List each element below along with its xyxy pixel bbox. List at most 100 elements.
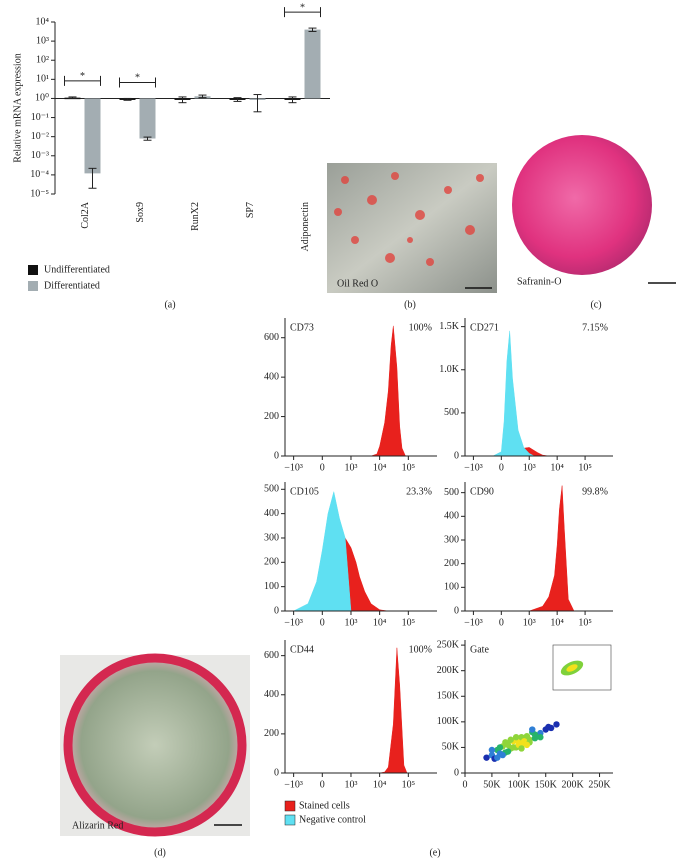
image-oil-red-o <box>327 163 497 293</box>
y-tick-label: 600 <box>264 332 279 343</box>
histogram-title: CD90 <box>470 486 494 497</box>
y-tick-label: 100K <box>437 716 460 727</box>
scatter-point <box>545 723 552 731</box>
scatter-point <box>510 744 517 751</box>
x-tick-label: 10³ <box>344 462 357 473</box>
scatter-point <box>518 745 525 752</box>
x-tick-label: 10⁵ <box>578 617 592 628</box>
x-tick-label: SP7 <box>245 202 256 218</box>
panel-label: (e) <box>429 847 440 858</box>
x-tick-label: Sox9 <box>135 202 146 223</box>
x-tick-label: 10⁵ <box>402 617 416 628</box>
scatter-point <box>523 741 531 749</box>
x-tick-label: 0 <box>499 462 504 473</box>
y-tick-label: 200 <box>264 557 279 568</box>
y-tick-label: 300 <box>264 532 279 543</box>
y-axis-label: Relative mRNA expression <box>12 53 23 162</box>
image-label: Oil Red O <box>337 278 378 289</box>
y-tick-label: 400 <box>264 689 279 700</box>
x-tick-label: 10⁴ <box>373 617 387 628</box>
y-tick-label: 100 <box>264 581 279 592</box>
histogram-title: CD73 <box>290 322 314 333</box>
x-tick-label: −10³ <box>464 462 483 473</box>
x-tick-label: 10³ <box>523 617 536 628</box>
y-tick-label: 10⁴ <box>36 16 50 27</box>
panel-label: (d) <box>154 847 166 858</box>
x-tick-label: 150K <box>535 779 558 790</box>
error-bar <box>88 167 97 189</box>
y-tick-label: 0 <box>454 605 459 616</box>
x-tick-label: 0 <box>320 462 325 473</box>
y-tick-label: 400 <box>444 511 459 522</box>
scatter-point <box>483 754 490 761</box>
significance-bracket <box>284 7 321 18</box>
scatter-point <box>529 726 536 733</box>
y-tick-label: 10¹ <box>36 74 49 85</box>
y-tick-label: 200 <box>444 558 459 569</box>
x-tick-label: 10³ <box>344 617 357 628</box>
error-bar <box>233 97 242 102</box>
y-tick-label: 10³ <box>36 35 49 46</box>
scatter-point <box>488 746 496 754</box>
significance-label: * <box>300 2 305 13</box>
x-tick-label: 10⁵ <box>402 779 416 790</box>
x-tick-label: 10⁵ <box>578 462 592 473</box>
y-tick-label: 250K <box>437 639 460 650</box>
y-tick-label: 1.0K <box>439 364 460 375</box>
x-tick-label: RunX2 <box>190 202 201 231</box>
error-bar <box>123 97 132 101</box>
histogram-area <box>293 491 352 612</box>
x-tick-label: Adiponectin <box>300 202 311 251</box>
x-tick-label: 10⁴ <box>373 462 387 473</box>
bar <box>84 98 101 174</box>
bar <box>304 29 321 99</box>
scatter-point <box>494 754 501 761</box>
error-bar <box>178 96 187 104</box>
scatter-point <box>531 731 539 738</box>
scatter-point <box>537 733 544 741</box>
y-tick-label: 500 <box>444 487 459 498</box>
bar <box>139 98 156 139</box>
x-tick-label: 200K <box>562 779 585 790</box>
scatter-point <box>504 748 512 755</box>
x-tick-label: −10³ <box>284 462 303 473</box>
x-tick-label: 10³ <box>344 779 357 790</box>
scatter-point <box>553 721 560 728</box>
scatter-point <box>507 736 514 743</box>
y-tick-label: 200K <box>437 665 460 676</box>
y-tick-label: 500 <box>444 407 459 418</box>
legend-label: Undifferentiated <box>44 264 110 275</box>
error-bar <box>288 96 297 104</box>
scatter-point <box>499 751 506 759</box>
histogram-title: CD105 <box>290 486 319 497</box>
y-tick-label: 400 <box>264 371 279 382</box>
x-tick-label: −10³ <box>464 617 483 628</box>
error-bar <box>308 27 317 32</box>
x-tick-label: −10³ <box>284 617 303 628</box>
x-tick-label: 0 <box>499 617 504 628</box>
y-tick-label: 100 <box>444 582 459 593</box>
error-bar <box>198 94 207 99</box>
y-tick-label: 150K <box>437 691 460 702</box>
x-tick-label: 10³ <box>523 462 536 473</box>
y-tick-label: 200 <box>264 728 279 739</box>
histogram-area <box>379 647 408 774</box>
significance-bracket <box>64 75 101 86</box>
gate-title: Gate <box>470 644 489 655</box>
scatter-point <box>496 744 504 751</box>
x-tick-label: 0 <box>463 779 468 790</box>
significance-bracket <box>119 77 156 88</box>
histogram-area <box>492 330 535 457</box>
y-tick-label: 10⁻⁵ <box>30 188 49 199</box>
x-tick-label: 10⁴ <box>550 462 564 473</box>
y-tick-label: 1.5K <box>439 321 460 332</box>
y-tick-label: 0 <box>454 450 459 461</box>
y-tick-label: 10⁻⁴ <box>30 169 49 180</box>
y-tick-label: 0 <box>274 605 279 616</box>
x-tick-label: −10³ <box>284 779 303 790</box>
y-tick-label: 0 <box>274 450 279 461</box>
y-tick-label: 0 <box>454 767 459 778</box>
x-tick-label: 250K <box>588 779 611 790</box>
error-bar <box>68 96 77 99</box>
axes <box>284 640 437 774</box>
